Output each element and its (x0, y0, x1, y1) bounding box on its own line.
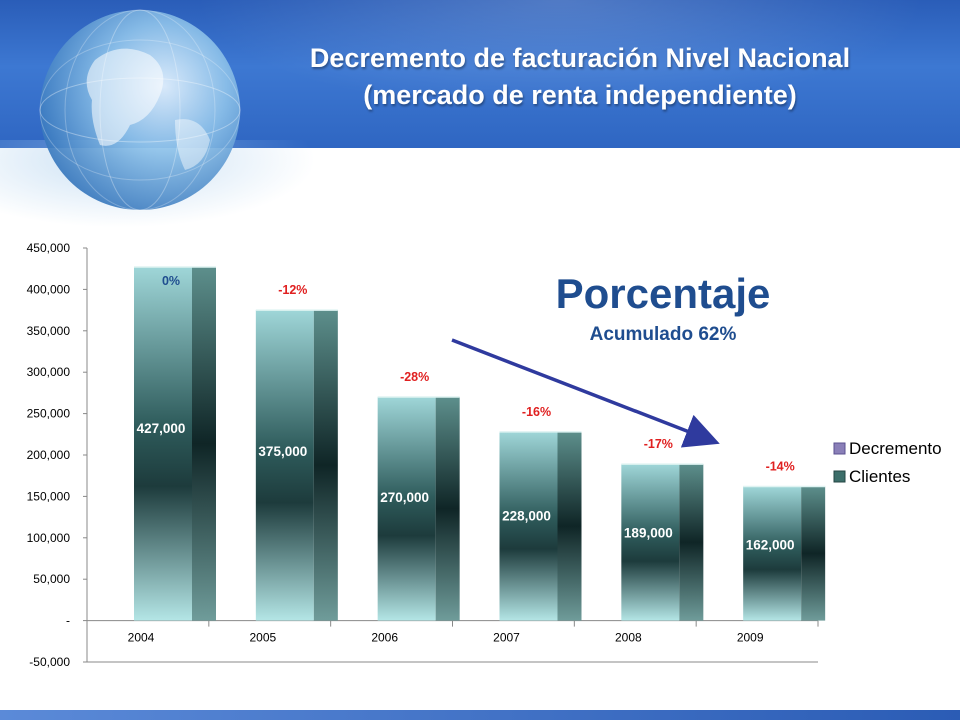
page-title: Decremento de facturación Nivel Nacional… (230, 40, 930, 114)
bar-value-label: 375,000 (258, 444, 307, 459)
percent-label: -14% (766, 459, 795, 473)
y-tick-label: 250,000 (27, 407, 71, 421)
trend-arrow (451, 338, 720, 448)
title-line-1: Decremento de facturación Nivel Nacional (309, 43, 851, 73)
bar-clientes (377, 397, 436, 621)
percent-label: -28% (400, 370, 429, 384)
bar-value-label: 189,000 (624, 526, 673, 541)
globe-icon (39, 9, 241, 211)
x-tick-label: 2006 (371, 631, 398, 645)
legend: Decremento Clientes (833, 439, 942, 486)
percent-label: -16% (522, 405, 551, 419)
bar-clientes-side (313, 310, 338, 621)
legend-swatch-clientes (833, 470, 846, 483)
bar-clientes-side (192, 267, 216, 621)
y-tick-label: 50,000 (33, 572, 70, 586)
bar-layer (134, 266, 826, 621)
bar-value-label: 427,000 (137, 421, 186, 436)
y-tick-label: 200,000 (27, 448, 71, 462)
label-layer: 2004 427,000 0% 2005 375,000 -12% 2006 270,000 -… (128, 274, 795, 645)
percent-label: 0% (162, 274, 180, 288)
percentage-annotation: Porcentaje Acumulado 62% (556, 270, 771, 345)
legend-swatch-decremento (833, 442, 846, 455)
bar-clientes-side (435, 397, 460, 621)
legend-label-decremento: Decremento (849, 439, 942, 458)
y-tick-label: 300,000 (27, 365, 71, 379)
x-tick-label: 2007 (493, 631, 520, 645)
x-tick-label: 2004 (128, 631, 155, 645)
bar-clientes (499, 431, 558, 621)
x-tick-label: 2005 (249, 631, 276, 645)
y-tick-label: -50,000 (29, 655, 70, 669)
bar-value-label: 162,000 (746, 538, 795, 553)
axis-layer: 450,000 400,000 350,000 300,000 250,000 200,0… (27, 241, 819, 669)
bar-clientes (621, 464, 680, 621)
bar-clientes (134, 267, 192, 621)
annotation-subtitle: Acumulado 62% (590, 324, 737, 345)
percent-label: -12% (278, 283, 307, 297)
y-tick-label: 100,000 (27, 531, 71, 545)
y-tick-label: - (66, 614, 70, 628)
legend-label-clientes: Clientes (849, 467, 910, 486)
y-tick-label: 150,000 (27, 489, 71, 503)
x-tick-label: 2009 (737, 631, 764, 645)
bar-clientes (743, 486, 802, 621)
footer-bar (0, 710, 960, 720)
bar-value-label: 228,000 (502, 509, 551, 524)
title-line-2: (mercado de renta independiente) (363, 80, 797, 110)
x-tick-label: 2008 (615, 631, 642, 645)
bar-clientes-side (557, 431, 582, 621)
annotation-title: Porcentaje (556, 270, 771, 317)
bar-clientes (255, 310, 314, 621)
percent-label: -17% (644, 437, 673, 451)
bar-value-label: 270,000 (380, 490, 429, 505)
bar-clientes-side (801, 486, 826, 621)
y-tick-label: 450,000 (27, 241, 71, 255)
y-tick-label: 350,000 (27, 324, 71, 338)
y-tick-label: 400,000 (27, 282, 71, 296)
bar-clientes-side (679, 464, 704, 621)
